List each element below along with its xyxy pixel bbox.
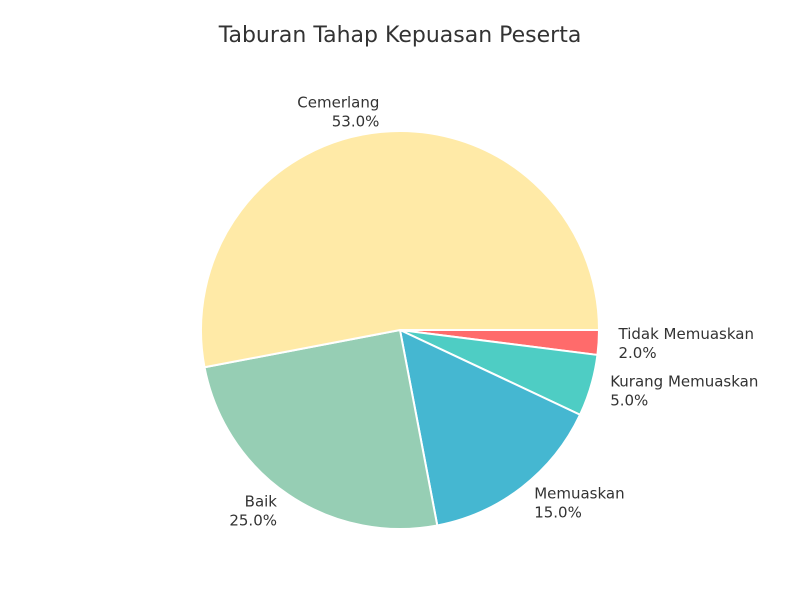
slice-label-baik: Baik xyxy=(245,493,278,511)
pie-slices xyxy=(200,130,600,530)
slice-percent-tidak-memuaskan: 2.0% xyxy=(619,344,657,362)
slice-label-tidak-memuaskan: Tidak Memuaskan xyxy=(618,325,754,343)
slice-percent-baik: 25.0% xyxy=(229,512,277,530)
slice-percent-memuaskan: 15.0% xyxy=(534,504,582,522)
pie-slice-baik xyxy=(203,329,439,530)
slice-label-memuaskan: Memuaskan xyxy=(534,485,624,503)
pie-slice-memuaskan xyxy=(399,329,582,527)
slice-label-cemerlang: Cemerlang xyxy=(297,94,379,112)
slice-percent-cemerlang: 53.0% xyxy=(332,113,380,131)
chart-title: Taburan Tahap Kepuasan Peserta xyxy=(218,23,582,48)
slice-percent-kurang-memuaskan: 5.0% xyxy=(610,392,648,410)
pie-slice-cemerlang xyxy=(200,130,600,369)
slice-label-kurang-memuaskan: Kurang Memuaskan xyxy=(610,373,758,391)
